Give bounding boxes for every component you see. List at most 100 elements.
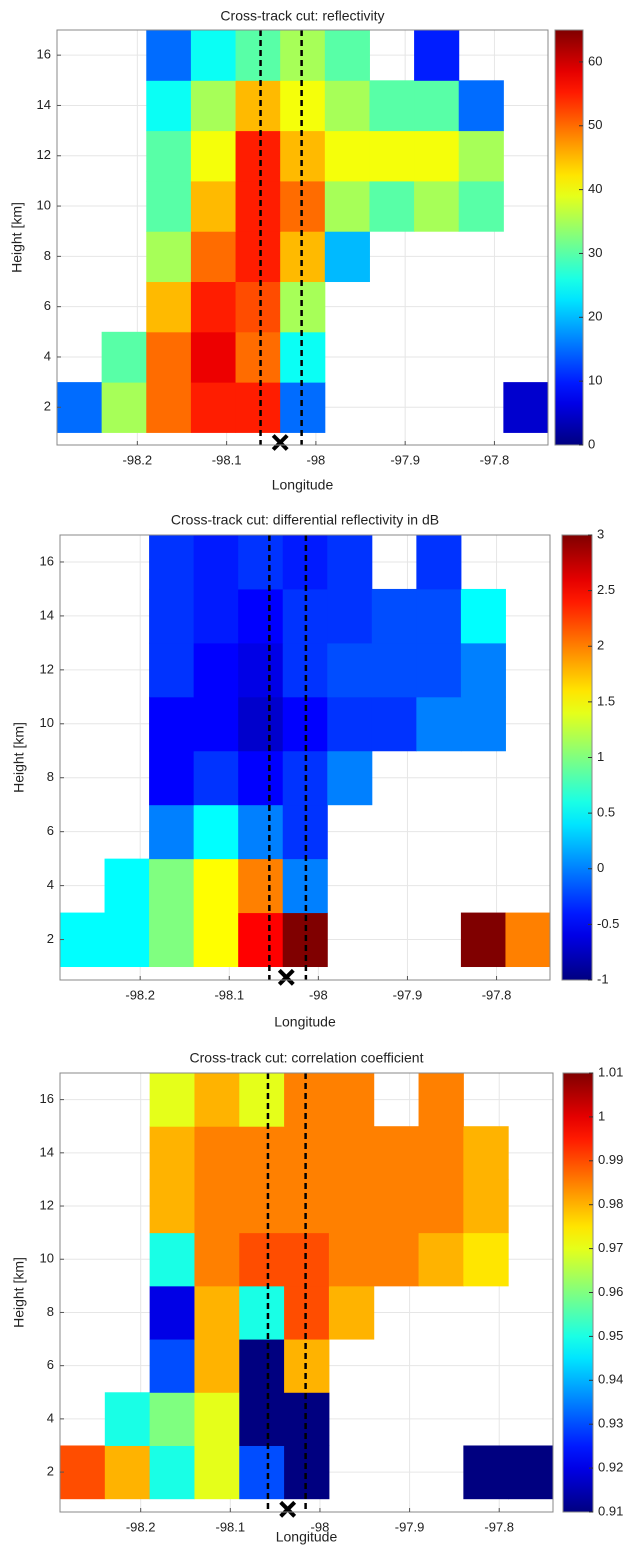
heatmap-cell <box>149 1232 195 1287</box>
y-tick-label: 16 <box>40 553 54 568</box>
heatmap-cell <box>238 642 284 698</box>
heatmap-cell <box>282 696 328 752</box>
heatmap-cell <box>328 1179 375 1234</box>
y-tick-label: 2 <box>44 399 51 414</box>
heatmap-cell <box>369 180 415 232</box>
plot-frame <box>59 534 551 981</box>
heatmap-cell <box>149 1339 195 1393</box>
heatmap-cell <box>463 1126 509 1180</box>
y-tick-label: 14 <box>40 1144 54 1159</box>
y-tick-label: 6 <box>44 298 51 313</box>
heatmap-cell <box>416 696 462 752</box>
heatmap-cell <box>235 30 281 81</box>
x-tick-label: -98.2 <box>123 452 153 467</box>
heatmap-cell <box>149 1073 195 1127</box>
x-axis-label: Longitude <box>274 1014 336 1030</box>
colorbar-tick-label: 0.96 <box>598 1284 623 1299</box>
heatmap-cell <box>324 130 370 182</box>
heatmap-cell <box>463 1179 509 1234</box>
x-tick-label: -98.1 <box>214 987 244 1002</box>
heatmap-cell <box>149 1445 195 1500</box>
colorbar-tick-label: 0.91 <box>598 1503 623 1518</box>
heatmap-cell <box>324 80 370 132</box>
heatmap-cell <box>508 1445 554 1500</box>
x-tick-label: -97.8 <box>480 452 510 467</box>
colorbar-tick-label: 0.93 <box>598 1416 623 1431</box>
colorbar <box>562 1072 594 1513</box>
heatmap-cell <box>460 642 506 698</box>
heatmap-cell <box>460 912 506 968</box>
heatmap-cell <box>149 1126 195 1180</box>
heatmap-cell <box>190 382 237 433</box>
heatmap-cell <box>239 1179 285 1234</box>
heatmap-cell <box>194 1126 240 1180</box>
chart-title: Cross-track cut: differential reflectivi… <box>171 512 439 528</box>
x-tick-label: -97.8 <box>482 987 512 1002</box>
y-tick-label: 14 <box>40 607 54 622</box>
colorbar-tick-label: -0.5 <box>597 916 619 931</box>
heatmap-cell <box>190 281 237 333</box>
x-marker <box>271 434 289 451</box>
heatmap-cell <box>194 1179 240 1234</box>
heatmap-cell <box>193 535 239 590</box>
x-tick-label: -98.1 <box>215 1519 245 1534</box>
heatmap-cell <box>190 331 237 383</box>
heatmap-cell <box>414 30 460 81</box>
colorbar-tick-label: 0.92 <box>598 1460 623 1475</box>
heatmap-cell <box>235 130 281 182</box>
heatmap-cell <box>418 1232 464 1287</box>
colorbar-tick-label: -1 <box>597 971 609 986</box>
heatmap-cell <box>458 130 504 182</box>
y-tick-label: 12 <box>40 1197 54 1212</box>
colorbar-tick-label: 2.5 <box>597 582 615 597</box>
x-tick-label: -97.9 <box>390 452 420 467</box>
heatmap-cell <box>373 1179 420 1234</box>
heatmap-cell <box>149 642 195 698</box>
chart-title: Cross-track cut: reflectivity <box>220 8 384 24</box>
heatmap-cell <box>460 696 506 752</box>
heatmap-cell <box>373 1232 420 1287</box>
y-tick-label: 8 <box>47 769 54 784</box>
heatmap-cell <box>463 1445 509 1500</box>
heatmap-cell <box>146 30 192 81</box>
x-axis-label: Longitude <box>276 1529 338 1545</box>
heatmap-cell <box>149 1179 195 1234</box>
heatmap-cell <box>418 1126 464 1180</box>
y-axis-label: Height [km] <box>11 722 27 793</box>
heatmap-cell <box>193 804 239 860</box>
heatmap-cell <box>238 696 284 752</box>
heatmap-cell <box>193 912 239 968</box>
heatmap-cell <box>149 588 195 644</box>
y-tick-label: 8 <box>47 1304 54 1319</box>
heatmap-cell <box>238 535 284 590</box>
colorbar-tick-label: 60 <box>588 53 602 68</box>
x-tick-label: -98.1 <box>212 452 242 467</box>
heatmap-cell <box>149 804 195 860</box>
colorbar-tick-label: 0.95 <box>598 1328 623 1343</box>
y-tick-label: 12 <box>37 147 51 162</box>
heatmap-cell <box>238 912 284 968</box>
heatmap-cell <box>371 696 417 752</box>
heatmap-cell <box>194 1232 240 1287</box>
y-axis-label: Height [km] <box>11 1257 27 1328</box>
x-tick-label: -98 <box>306 452 325 467</box>
heatmap-cell <box>194 1073 240 1127</box>
heatmap-cell <box>149 912 195 968</box>
heatmap-cell <box>239 1073 285 1127</box>
heatmap-cell <box>369 80 415 132</box>
colorbar-tick-label: 0.99 <box>598 1152 623 1167</box>
x-marker-stroke <box>279 1500 297 1518</box>
heatmap-cell <box>190 231 237 283</box>
y-tick-label: 16 <box>40 1091 54 1106</box>
heatmap-cell <box>149 750 195 806</box>
x-axis-label: Longitude <box>272 477 334 493</box>
heatmap-cell <box>149 858 195 914</box>
heatmap-cell <box>146 80 192 132</box>
heatmap-cell <box>458 80 504 132</box>
heatmap-cell <box>371 642 417 698</box>
heatmap-cell <box>238 858 284 914</box>
y-tick-label: 2 <box>47 1464 54 1479</box>
y-tick-label: 10 <box>40 715 54 730</box>
colorbar-tick-label: 20 <box>588 309 602 324</box>
heatmap-cell <box>414 80 460 132</box>
